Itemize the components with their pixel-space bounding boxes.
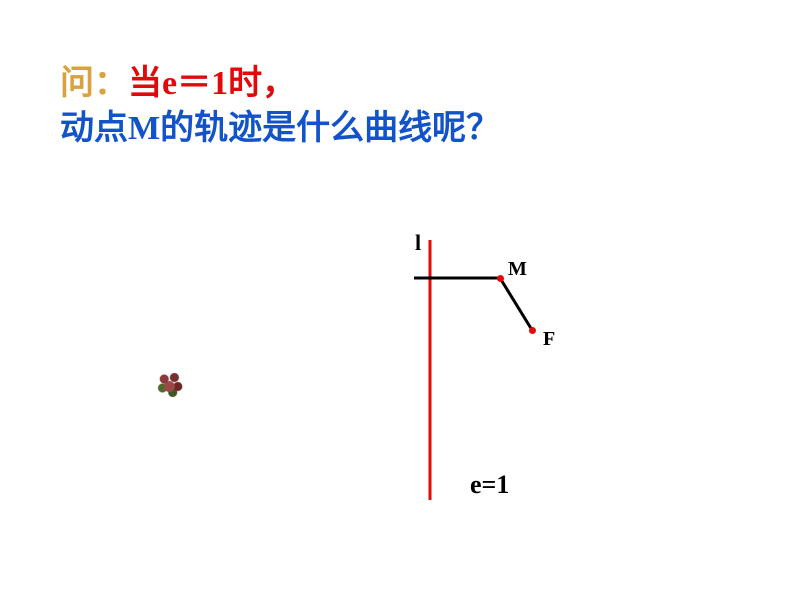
- label-m: M: [508, 258, 527, 281]
- q-prefix: 问：: [60, 65, 128, 102]
- point-m: [497, 275, 504, 282]
- flower-icon: [154, 370, 188, 400]
- point-f: [529, 327, 536, 334]
- slide-canvas: 问：当e＝1时， 动点M的轨迹是什么曲线呢？ l M F e=1: [0, 0, 800, 600]
- question-line-2: 动点M的轨迹是什么曲线呢？: [60, 100, 500, 149]
- label-f: F: [543, 328, 555, 351]
- q-clause: 当e＝1时，: [128, 65, 296, 102]
- question-line-1: 问：当e＝1时，: [60, 55, 296, 104]
- segment-m-f: [500, 278, 532, 330]
- label-l: l: [415, 230, 421, 256]
- label-e: e=1: [470, 470, 509, 500]
